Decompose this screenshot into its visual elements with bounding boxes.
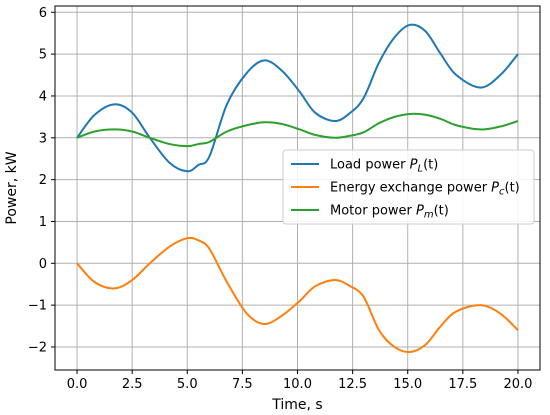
y-axis-ticks: −2 −1 0 1 2 3 4 5 6 [28,6,55,355]
x-tick-label: 0.0 [67,377,88,392]
series-line-3 [76,112,519,148]
series-line-1 [76,23,519,173]
y-tick-label: 1 [39,215,47,230]
x-tick-label: 17.5 [448,377,477,392]
legend: Load power PL(t) Energy exchange power Pc… [282,149,535,225]
x-tick-label: 5.0 [177,377,198,392]
y-axis-label: Power, kW [4,151,20,224]
y-tick-label: 5 [39,48,47,63]
y-tick-label: 4 [39,89,47,104]
x-tick-label: 10.0 [283,377,312,392]
x-axis-ticks: 0.0 2.5 5.0 7.5 10.0 12.5 15.0 17.5 20.0 [67,370,532,392]
x-tick-label: 7.5 [232,377,253,392]
x-tick-label: 12.5 [338,377,367,392]
legend-entry-label: Energy exchange power Pc(t) [330,181,520,198]
legend-box [282,149,535,225]
legend-entry-label: Load power PL(t) [330,158,438,175]
y-tick-label: 2 [39,173,47,188]
y-tick-label: 6 [39,6,47,21]
x-axis-label: Time, s [271,397,322,413]
y-tick-label: 0 [39,257,47,272]
y-tick-label: −2 [28,340,47,355]
x-tick-label: 2.5 [122,377,143,392]
series-line-2 [76,236,519,354]
legend-entry-label: Motor power Pm(t) [330,204,449,221]
x-tick-label: 20.0 [503,377,532,392]
x-tick-label: 15.0 [393,377,422,392]
y-tick-label: −1 [28,299,47,314]
series-lines [76,23,519,354]
y-tick-label: 3 [39,131,47,146]
